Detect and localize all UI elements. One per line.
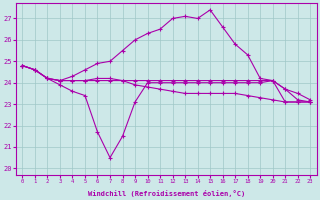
X-axis label: Windchill (Refroidissement éolien,°C): Windchill (Refroidissement éolien,°C) bbox=[88, 190, 245, 197]
